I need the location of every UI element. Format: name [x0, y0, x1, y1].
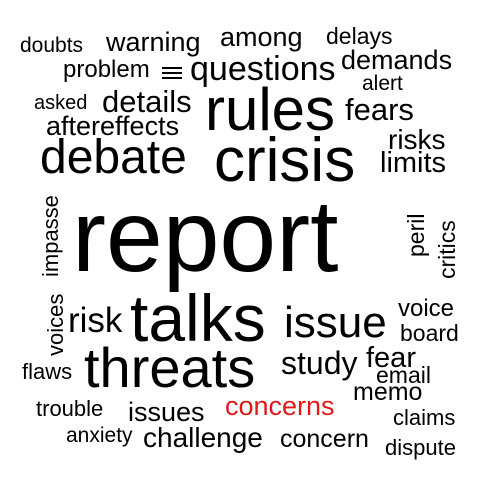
word-delays: delays — [326, 23, 393, 49]
word-talks: talks — [130, 281, 266, 355]
word-crisis: crisis — [214, 126, 356, 195]
word-peril: peril — [403, 213, 429, 257]
word-rules: rules — [205, 76, 336, 143]
word-trouble: trouble — [36, 396, 104, 421]
word-details: details — [102, 84, 192, 119]
word-voices: voices — [43, 293, 68, 356]
word-concerns: concerns — [225, 391, 335, 421]
word-among: among — [220, 22, 303, 52]
word-concern: concern — [280, 425, 369, 453]
word-issue: issue — [284, 298, 387, 347]
word-aftereffects: aftereffects — [46, 111, 180, 141]
word-memo: memo — [353, 378, 423, 406]
menu-icon — [162, 67, 182, 81]
word-voice: voice — [398, 295, 455, 322]
word-claims: claims — [393, 405, 456, 430]
word-risk: risk — [68, 301, 123, 340]
word-report: report — [72, 179, 339, 293]
word-demands: demands — [341, 45, 453, 75]
word-flaws: flaws — [22, 359, 73, 384]
word-warning: warning — [106, 27, 201, 57]
word-board: board — [400, 320, 459, 346]
word-impasse: impasse — [38, 195, 63, 277]
word-challenge: challenge — [143, 422, 263, 453]
word-study: study — [281, 345, 358, 381]
word-threats: threats — [84, 336, 256, 399]
word-problem: problem — [63, 56, 150, 83]
word-critics: critics — [434, 220, 460, 279]
word-debate: debate — [40, 131, 187, 184]
word-risks: risks — [388, 124, 446, 155]
word-fears: fears — [345, 92, 414, 127]
word-alert: alert — [362, 72, 403, 95]
word-fear: fear — [366, 342, 416, 374]
word-limits: limits — [380, 147, 447, 179]
word-anxiety: anxiety — [66, 424, 133, 447]
word-questions: questions — [190, 50, 336, 88]
word-dispute: dispute — [385, 435, 456, 460]
word-asked: asked — [34, 92, 88, 114]
word-doubts: doubts — [20, 34, 84, 57]
word-issues: issues — [128, 397, 205, 427]
word-email: email — [376, 362, 431, 388]
